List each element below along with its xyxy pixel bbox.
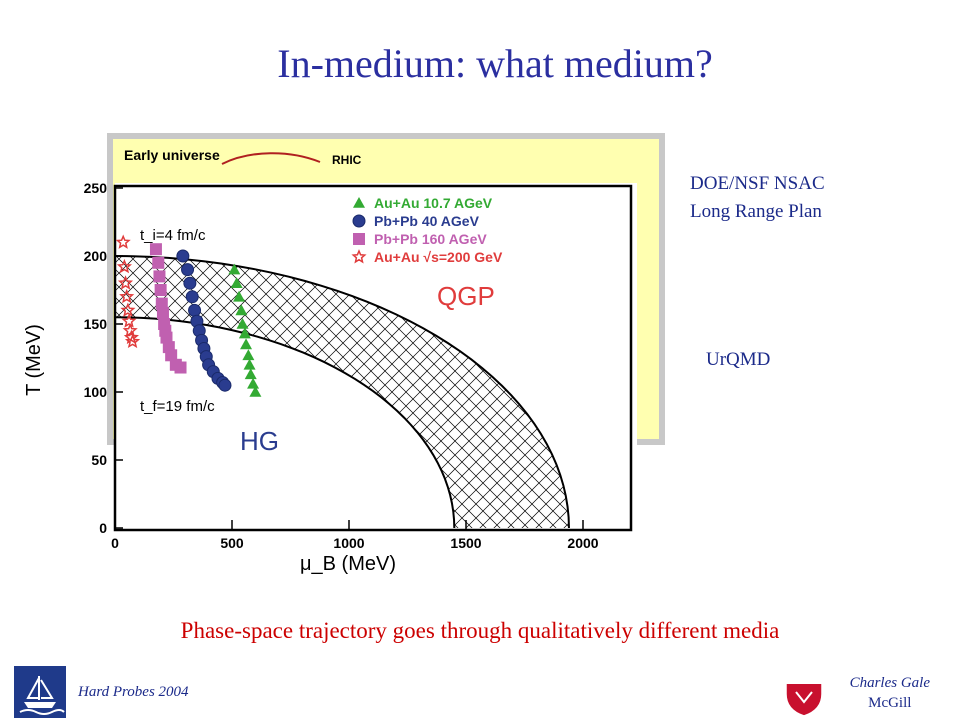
legend-marker-3: [351, 249, 367, 264]
y-tick-label: 0: [99, 520, 107, 536]
legend-label-3: Au+Au √s=200 GeV: [374, 249, 503, 265]
note-urqmd: UrQMD: [706, 349, 771, 370]
data-point-series-2: [152, 256, 165, 269]
data-point-series-2: [156, 307, 169, 320]
legend: Au+Au 10.7 AGeV Pb+Pb 40 AGeV Pb+Pb 160 AG…: [351, 195, 503, 265]
slide-caption: Phase-space trajectory goes through qual…: [180, 618, 780, 643]
data-point-series-3: [116, 258, 132, 274]
y-tick-label: 100: [84, 384, 108, 400]
author-affiliation: McGill: [868, 694, 912, 711]
data-point-series-0: [233, 290, 246, 302]
data-point-series-1: [218, 378, 232, 392]
data-point-series-3: [119, 288, 135, 304]
data-point-series-0: [247, 377, 260, 389]
note-doe-line-2: Long Range Plan: [690, 200, 822, 222]
x-tick-label: 1000: [333, 535, 364, 551]
data-point-series-3: [120, 302, 136, 317]
legend-label-0: Au+Au 10.7 AGeV: [374, 195, 493, 211]
data-point-series-1: [176, 249, 190, 263]
data-point-series-2: [154, 284, 167, 296]
data-point-series-2: [155, 297, 168, 310]
y-tick-label: 50: [91, 452, 107, 468]
legend-marker-0: [353, 197, 365, 208]
annotation-tf: t_f=19 fm/c: [140, 398, 215, 415]
x-tick-label: 500: [220, 535, 244, 551]
crossover-band: [114, 255, 570, 529]
data-point-series-1: [181, 263, 195, 277]
region-label-qgp: QGP: [437, 281, 495, 311]
data-point-series-0: [230, 277, 243, 288]
data-point-series-2: [160, 331, 173, 344]
y-axis-label: T (MeV): [23, 324, 45, 396]
data-point-series-0: [240, 338, 253, 350]
x-axis-label: μ_B (MeV): [300, 553, 396, 575]
data-point-series-0: [244, 368, 257, 380]
band-fill: [115, 256, 569, 528]
early-universe-label: Early universe: [124, 147, 220, 163]
axis-ticks: 0 500 1000 1500 2000 0 50 100 150 200 250: [84, 180, 599, 551]
data-point-series-0: [242, 349, 255, 361]
data-point-series-3: [115, 234, 131, 249]
y-tick-label: 150: [84, 316, 108, 332]
footer-conference: Hard Probes 2004: [78, 684, 189, 700]
data-point-series-2: [165, 349, 178, 362]
legend-marker-2: [353, 233, 365, 245]
data-point-series-0: [243, 358, 256, 370]
data-point-series-0: [236, 318, 249, 329]
region-label-hg: HG: [240, 426, 279, 456]
rhic-label: RHIC: [332, 153, 362, 167]
x-tick-label: 1500: [450, 535, 481, 551]
data-point-series-0: [238, 327, 251, 339]
conference-logo-icon: [14, 666, 66, 718]
legend-label-2: Pb+Pb 160 AGeV: [374, 231, 487, 247]
data-point-series-2: [153, 270, 166, 283]
note-doe-nsf: DOE/NSF NSAC Long Range Plan: [690, 170, 825, 225]
data-point-series-2: [149, 243, 162, 256]
annotation-ti: t_i=4 fm/c: [140, 227, 206, 244]
data-point-series-1: [183, 276, 197, 290]
x-tick-label: 0: [111, 535, 119, 551]
data-point-series-2: [174, 361, 187, 374]
legend-marker-1: [352, 214, 366, 228]
slide-title: In-medium: what medium?: [277, 41, 713, 86]
footer-author: Charles Gale McGill: [850, 674, 930, 713]
data-point-series-3: [123, 329, 139, 345]
data-point-series-0: [249, 386, 262, 397]
data-point-series-0: [235, 304, 248, 316]
data-point-series-0: [228, 263, 241, 275]
outer-boundary: [114, 255, 570, 529]
note-doe-line-1: DOE/NSF NSAC: [690, 173, 825, 194]
data-point-series-3: [117, 275, 134, 290]
background-curve: [221, 152, 321, 165]
data-markers: [115, 234, 262, 397]
x-tick-label: 2000: [567, 535, 598, 551]
data-point-series-1: [188, 303, 202, 317]
author-name: Charles Gale: [849, 675, 930, 691]
data-point-series-3: [124, 333, 141, 349]
y-tick-label: 200: [84, 248, 108, 264]
ship-icon: [19, 676, 65, 715]
data-point-series-3: [121, 313, 137, 328]
data-point-series-1: [185, 290, 199, 304]
inner-boundary: [114, 316, 456, 529]
mcgill-crest-icon: [785, 673, 823, 717]
plot-frame: [113, 184, 633, 532]
y-tick-label: 250: [84, 180, 108, 196]
legend-label-1: Pb+Pb 40 AGeV: [374, 213, 480, 229]
